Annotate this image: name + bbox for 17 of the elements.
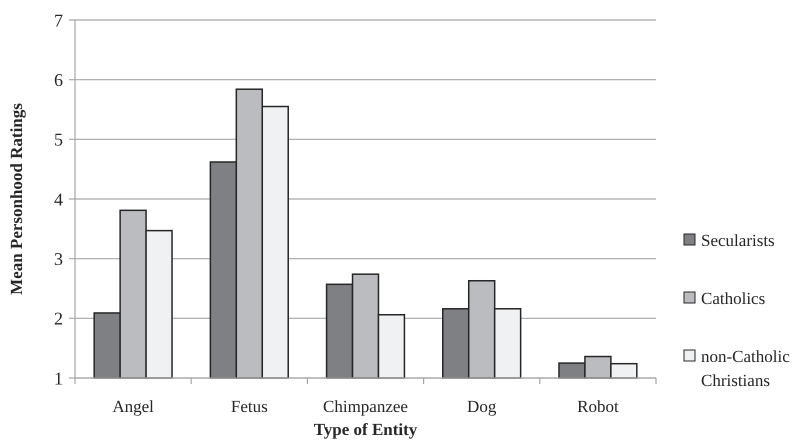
y-tick-label: 1	[54, 368, 63, 388]
y-tick-label: 6	[54, 70, 63, 90]
x-axis-title: Type of Entity	[314, 420, 418, 439]
legend-label: non-Catholic Christians	[701, 346, 790, 390]
x-tick-label: Chimpanzee	[323, 397, 408, 416]
x-tick-label: Dog	[467, 397, 497, 416]
legend-label: Secularists	[701, 230, 775, 250]
legend-label: Catholics	[701, 288, 766, 308]
x-tick-label: Fetus	[230, 397, 268, 416]
y-axis-title: Mean Personhood Ratings	[7, 102, 26, 295]
y-tick-label: 2	[54, 308, 63, 329]
y-tick-label: 4	[54, 189, 63, 210]
y-tick-label: 3	[54, 248, 63, 269]
x-tick-label: Robot	[577, 397, 619, 416]
x-tick-label: Angel	[112, 397, 154, 416]
y-tick-label: 7	[54, 10, 63, 30]
y-tick-label: 5	[54, 130, 63, 150]
